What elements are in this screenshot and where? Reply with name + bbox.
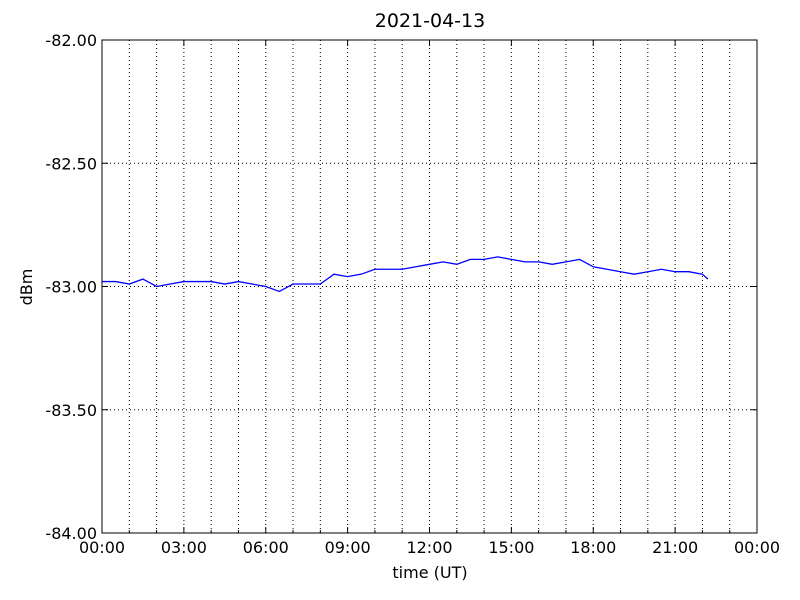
y-tick-label: -84.00 [45, 524, 97, 543]
x-tick-label: 03:00 [161, 538, 207, 557]
y-axis-label: dBm [17, 269, 36, 306]
x-tick-label: 18:00 [570, 538, 616, 557]
y-tick-label: -83.00 [45, 278, 97, 297]
chart-title: 2021-04-13 [375, 10, 485, 32]
x-tick-label: 00:00 [79, 538, 125, 557]
x-tick-label: 15:00 [488, 538, 534, 557]
y-tick-label: -82.50 [45, 154, 97, 173]
y-tick-label: -83.50 [45, 401, 97, 420]
y-tick-label: -82.00 [45, 31, 97, 50]
x-tick-label: 12:00 [406, 538, 452, 557]
data-line [102, 256, 709, 293]
x-tick-label: 00:00 [734, 538, 780, 557]
x-tick-label: 06:00 [243, 538, 289, 557]
x-tick-label: 09:00 [325, 538, 371, 557]
x-tick-label: 21:00 [652, 538, 698, 557]
plot-frame [101, 39, 758, 534]
x-axis-label: time (UT) [392, 563, 467, 582]
